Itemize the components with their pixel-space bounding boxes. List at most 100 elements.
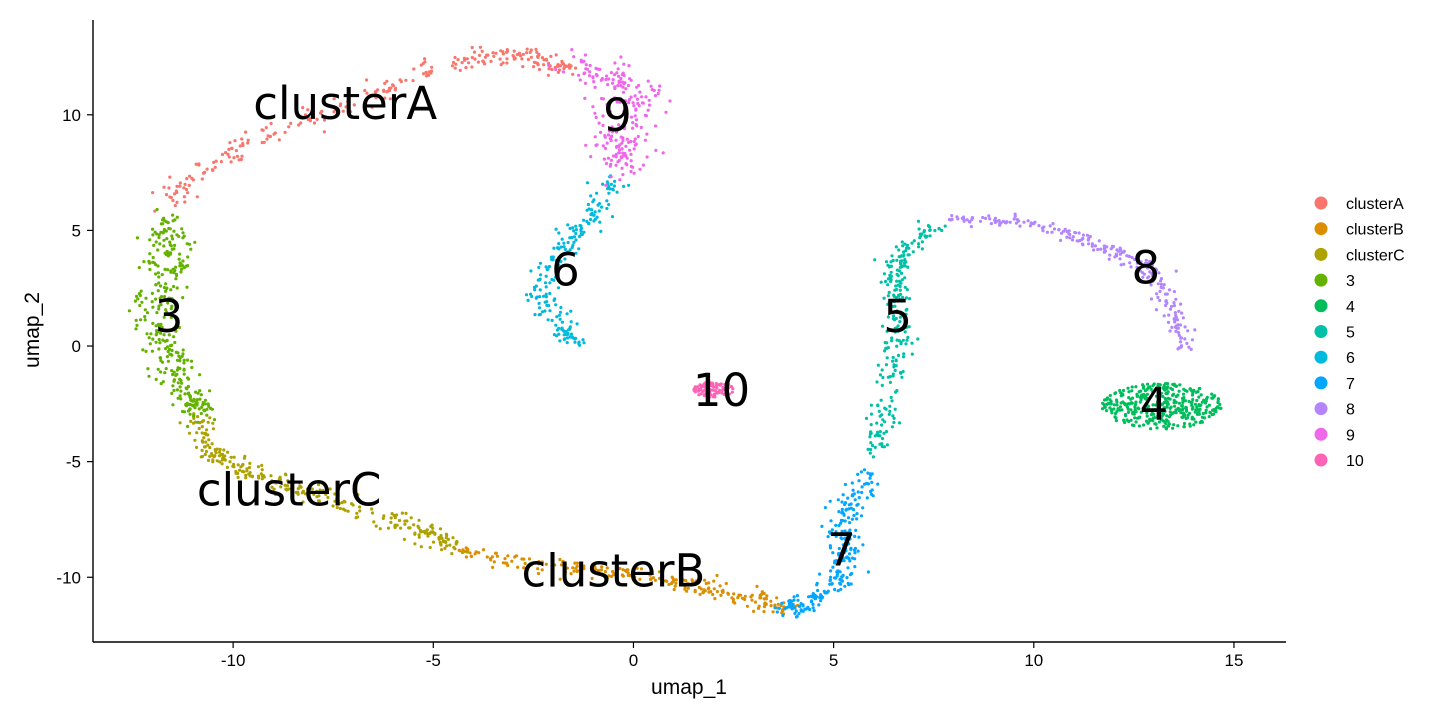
point xyxy=(547,67,551,71)
point xyxy=(1017,219,1021,223)
point xyxy=(556,246,560,250)
point xyxy=(228,141,232,145)
point xyxy=(1141,395,1145,399)
point xyxy=(334,108,338,112)
point xyxy=(478,45,482,49)
point xyxy=(978,219,983,223)
point xyxy=(995,219,999,223)
point xyxy=(163,371,167,375)
point xyxy=(1152,382,1156,386)
point xyxy=(833,559,837,563)
point xyxy=(888,380,893,384)
point xyxy=(318,488,322,492)
point xyxy=(633,137,637,141)
point xyxy=(981,215,985,220)
point xyxy=(870,472,874,476)
series-clusterA xyxy=(151,45,578,213)
point xyxy=(224,151,228,155)
point xyxy=(1158,383,1162,387)
point xyxy=(697,393,701,397)
point xyxy=(194,162,198,166)
point xyxy=(599,130,603,134)
point xyxy=(617,158,622,162)
point xyxy=(488,557,493,561)
point xyxy=(584,143,588,147)
point xyxy=(881,324,885,328)
point xyxy=(703,578,707,582)
point xyxy=(208,454,212,458)
point xyxy=(256,465,260,469)
point xyxy=(161,222,165,226)
point xyxy=(1166,419,1170,423)
point xyxy=(1205,395,1209,399)
point xyxy=(629,169,633,174)
point xyxy=(1115,403,1119,407)
point xyxy=(910,241,914,245)
point xyxy=(467,61,471,65)
point xyxy=(558,557,562,562)
point xyxy=(672,587,676,592)
point xyxy=(386,89,391,93)
point xyxy=(136,297,140,301)
point xyxy=(621,151,625,155)
point xyxy=(269,121,273,126)
point xyxy=(572,235,577,239)
point xyxy=(1159,391,1163,395)
point xyxy=(145,332,149,336)
point xyxy=(245,469,249,473)
point xyxy=(614,152,618,156)
point xyxy=(1201,411,1205,416)
point xyxy=(839,587,843,591)
point xyxy=(1105,245,1109,249)
point xyxy=(605,199,609,203)
point xyxy=(239,157,243,162)
point xyxy=(912,239,916,243)
point xyxy=(181,348,185,352)
point xyxy=(605,74,609,78)
point xyxy=(615,71,619,75)
point xyxy=(388,97,392,101)
point xyxy=(792,606,796,610)
point xyxy=(172,378,176,382)
point xyxy=(465,550,469,554)
point xyxy=(521,52,525,57)
point xyxy=(680,576,684,580)
point xyxy=(164,308,168,312)
point xyxy=(878,373,883,377)
point xyxy=(162,315,166,319)
point xyxy=(1152,276,1156,281)
point xyxy=(1141,275,1145,279)
point xyxy=(617,151,621,155)
point xyxy=(195,195,199,199)
point xyxy=(620,80,625,84)
point xyxy=(883,341,887,345)
point xyxy=(242,456,246,460)
point xyxy=(616,67,620,71)
point xyxy=(632,104,636,108)
point xyxy=(905,338,909,342)
point xyxy=(564,333,568,337)
point xyxy=(574,228,579,232)
point xyxy=(186,409,191,413)
point xyxy=(423,57,427,61)
point xyxy=(563,257,567,261)
point xyxy=(1166,390,1170,394)
point xyxy=(606,133,611,137)
point xyxy=(279,485,283,489)
point xyxy=(884,363,889,367)
point xyxy=(213,454,217,458)
point xyxy=(661,151,665,155)
point xyxy=(1187,399,1191,403)
point xyxy=(897,293,901,297)
point xyxy=(395,523,399,527)
point xyxy=(370,507,374,511)
point xyxy=(593,567,597,571)
point xyxy=(619,76,623,81)
point xyxy=(898,315,903,319)
point xyxy=(238,468,242,472)
point xyxy=(344,105,348,109)
y-tick-label: -5 xyxy=(66,453,81,472)
point xyxy=(470,55,474,60)
point xyxy=(277,138,281,142)
